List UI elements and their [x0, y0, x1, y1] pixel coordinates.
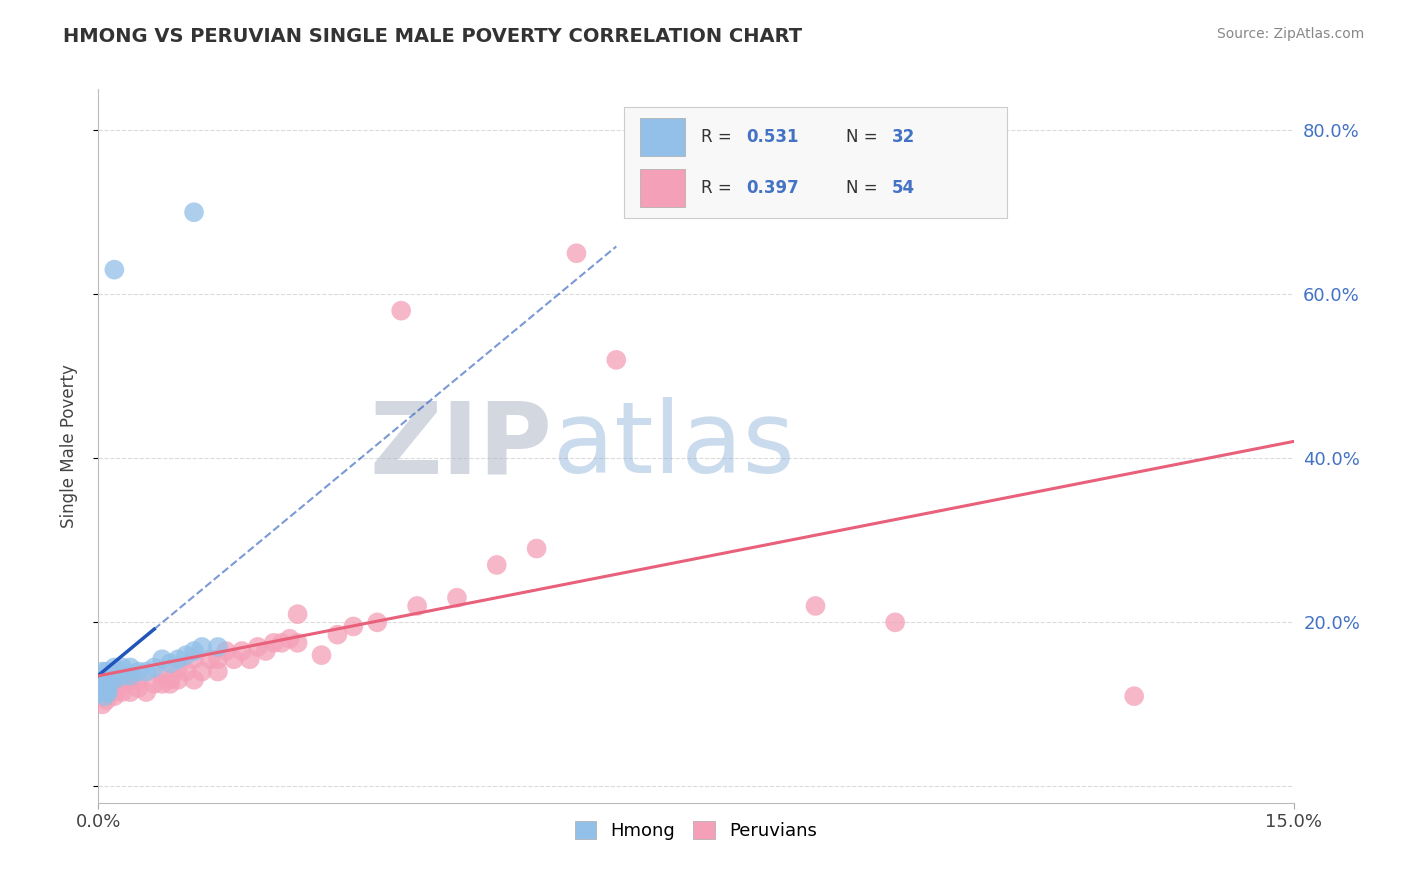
- Text: HMONG VS PERUVIAN SINGLE MALE POVERTY CORRELATION CHART: HMONG VS PERUVIAN SINGLE MALE POVERTY CO…: [63, 27, 803, 45]
- Point: [127, 681, 149, 695]
- Point: [90, 677, 112, 691]
- Point: [183, 644, 205, 658]
- Point: [326, 627, 349, 641]
- Point: [96, 693, 118, 707]
- Point: [207, 640, 229, 654]
- Point: [97, 685, 120, 699]
- Point: [89, 685, 111, 699]
- Point: [143, 677, 166, 691]
- Point: [287, 607, 309, 622]
- Point: [605, 352, 627, 367]
- Point: [254, 644, 277, 658]
- Text: atlas: atlas: [553, 398, 794, 494]
- Point: [207, 665, 229, 679]
- Point: [111, 660, 134, 674]
- Point: [96, 685, 118, 699]
- Point: [120, 668, 142, 682]
- Point: [174, 648, 197, 662]
- Point: [120, 673, 142, 687]
- Point: [191, 640, 214, 654]
- Point: [111, 685, 134, 699]
- Point: [103, 677, 125, 691]
- Point: [96, 685, 118, 699]
- Point: [159, 657, 181, 671]
- Point: [239, 652, 262, 666]
- Point: [93, 681, 115, 695]
- Point: [91, 685, 114, 699]
- Point: [94, 689, 117, 703]
- Point: [342, 619, 364, 633]
- Point: [167, 652, 190, 666]
- Text: ZIP: ZIP: [370, 398, 553, 494]
- Point: [135, 665, 157, 679]
- Point: [111, 668, 134, 682]
- Point: [231, 644, 253, 658]
- Point: [103, 685, 125, 699]
- Point: [446, 591, 468, 605]
- Point: [150, 668, 173, 682]
- Point: [311, 648, 333, 662]
- Y-axis label: Single Male Poverty: Single Male Poverty: [59, 364, 77, 528]
- Point: [565, 246, 588, 260]
- Point: [167, 660, 190, 674]
- Point: [246, 640, 269, 654]
- Point: [103, 673, 125, 687]
- Point: [90, 673, 112, 687]
- Point: [103, 689, 125, 703]
- Point: [143, 660, 166, 674]
- Point: [406, 599, 429, 613]
- Point: [90, 685, 112, 699]
- Point: [198, 652, 221, 666]
- Point: [278, 632, 301, 646]
- Point: [127, 665, 149, 679]
- Point: [183, 652, 205, 666]
- Point: [94, 673, 117, 687]
- Point: [91, 698, 114, 712]
- Point: [526, 541, 548, 556]
- Point: [183, 205, 205, 219]
- Point: [159, 677, 181, 691]
- Point: [120, 660, 142, 674]
- Point: [120, 685, 142, 699]
- Point: [111, 677, 134, 691]
- Point: [103, 660, 125, 674]
- Point: [174, 665, 197, 679]
- Point: [96, 681, 118, 695]
- Point: [135, 685, 157, 699]
- Point: [207, 652, 229, 666]
- Point: [103, 665, 125, 679]
- Point: [150, 652, 173, 666]
- Point: [150, 677, 173, 691]
- Point: [270, 636, 292, 650]
- Point: [287, 636, 309, 650]
- Point: [103, 262, 125, 277]
- Point: [366, 615, 388, 630]
- Legend: Hmong, Peruvians: Hmong, Peruvians: [567, 814, 825, 847]
- Point: [159, 673, 181, 687]
- Point: [804, 599, 827, 613]
- Point: [389, 303, 412, 318]
- Point: [1123, 689, 1146, 703]
- Point: [96, 665, 118, 679]
- Point: [263, 636, 285, 650]
- Point: [485, 558, 508, 572]
- Point: [884, 615, 907, 630]
- Point: [127, 673, 149, 687]
- Point: [183, 673, 205, 687]
- Point: [96, 681, 118, 695]
- Point: [91, 665, 114, 679]
- Point: [191, 665, 214, 679]
- Point: [98, 673, 122, 687]
- Point: [215, 644, 238, 658]
- Point: [167, 673, 190, 687]
- Text: Source: ZipAtlas.com: Source: ZipAtlas.com: [1216, 27, 1364, 41]
- Point: [222, 652, 245, 666]
